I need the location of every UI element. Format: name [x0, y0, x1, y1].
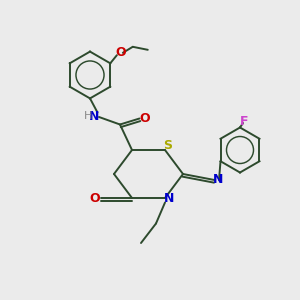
Text: O: O	[90, 191, 101, 205]
Text: N: N	[88, 110, 99, 123]
Text: O: O	[140, 112, 150, 125]
Text: S: S	[164, 139, 172, 152]
Text: O: O	[116, 46, 126, 59]
Text: N: N	[213, 173, 223, 186]
Text: N: N	[164, 192, 174, 205]
Text: H: H	[83, 111, 92, 122]
Text: F: F	[240, 115, 249, 128]
